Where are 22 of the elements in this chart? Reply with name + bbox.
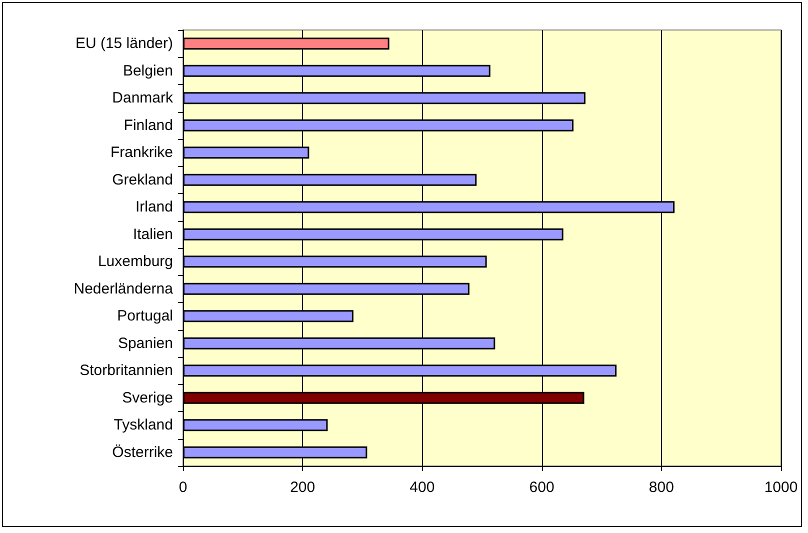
y-tick-label: Finland [124,116,173,134]
y-tick-label: Italien [132,226,173,243]
y-tick-label: Spanien [118,334,173,352]
y-tick-label: Storbritannien [80,362,173,380]
y-tick-label: EU (15 länder) [75,35,173,52]
y-tick-label: Österrike [112,444,173,461]
y-tick-label: Sverige [122,389,173,406]
x-tick-label: 600 [529,479,554,496]
x-tick-label: 800 [648,479,674,496]
y-tick-label: Luxemburg [98,253,173,270]
y-tick-label: Belgien [122,62,173,80]
y-tick-label: Danmark [112,90,174,107]
y-tick-label: Portugal [117,308,173,325]
x-tick-label: 400 [410,479,435,496]
y-tick-label: Tyskland [114,416,173,434]
y-tick-label: Nederländerna [74,280,174,298]
y-tick-label: Irland [135,198,173,216]
x-tick-label: 200 [290,479,316,496]
x-tick-label: 0 [178,479,188,496]
x-tick-label: 1000 [764,479,798,496]
y-tick-label: Grekland [112,171,173,188]
y-tick-label: Frankrike [110,144,173,162]
